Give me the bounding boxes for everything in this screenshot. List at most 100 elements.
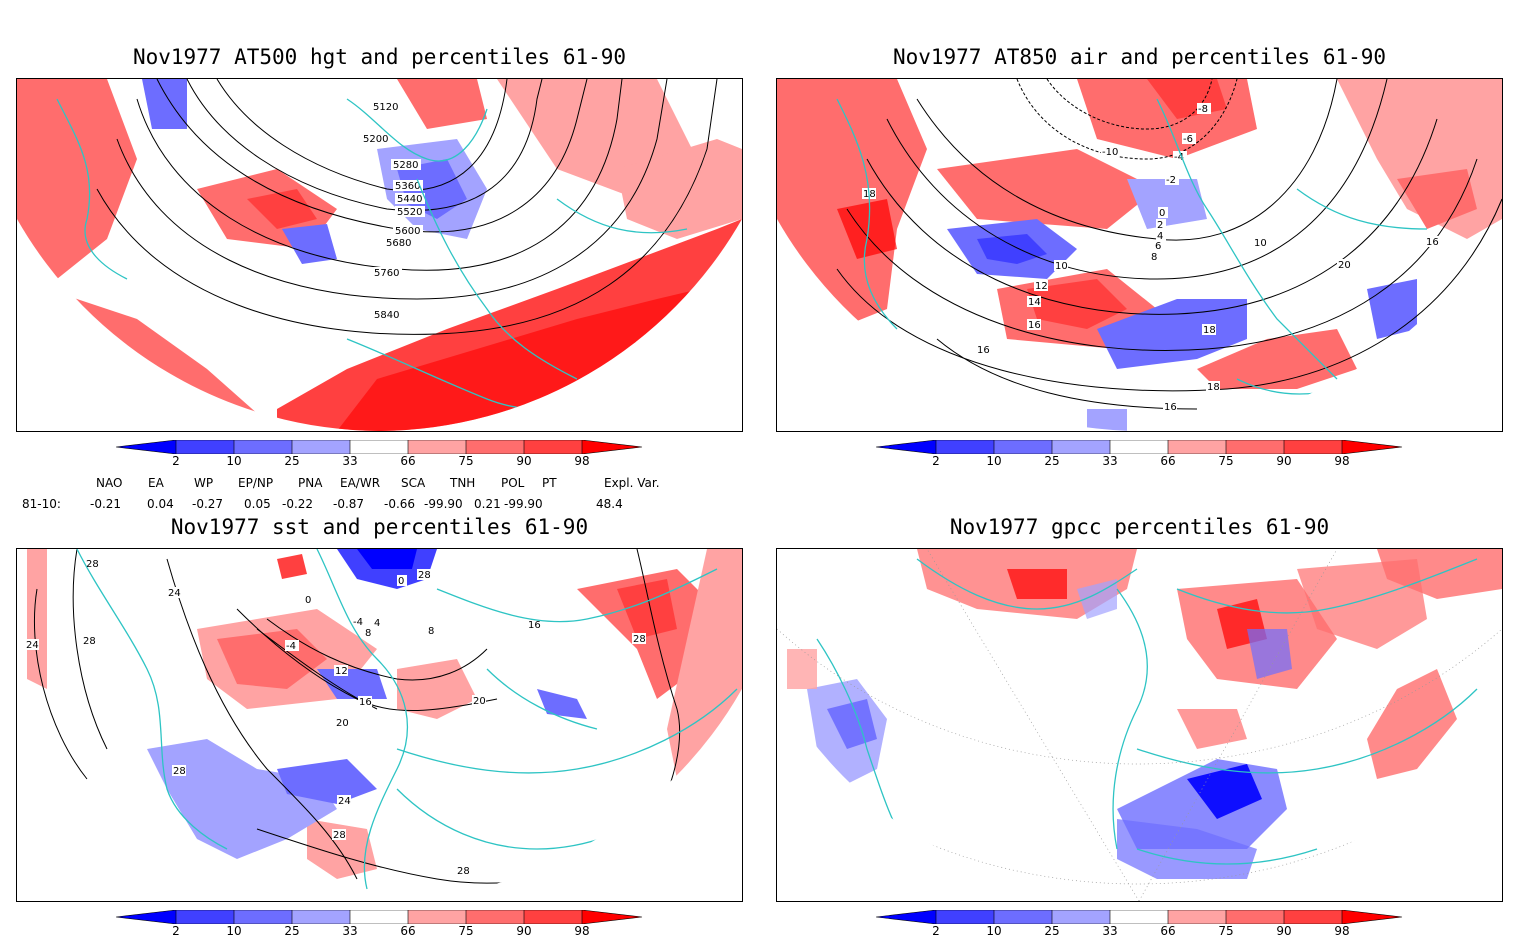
index-header: PNA [298, 476, 323, 490]
colorbar-label: 66 [400, 454, 416, 468]
index-header: POL [501, 476, 525, 490]
svg-text:6: 6 [1155, 241, 1161, 252]
svg-text:5120: 5120 [373, 102, 398, 113]
index-value: 0.05 [244, 497, 271, 511]
svg-text:18: 18 [1203, 325, 1216, 336]
colorbar-label: 2 [932, 454, 940, 468]
index-header: TNH [450, 476, 476, 490]
colorbar-label: 10 [986, 924, 1002, 938]
index-value: -99.90 [504, 497, 543, 511]
colorbar-label: 90 [516, 924, 532, 938]
index-value: 0.21 [474, 497, 501, 511]
contour-label: 14 [1027, 296, 1041, 308]
svg-text:20: 20 [336, 718, 349, 729]
svg-text:24: 24 [168, 588, 181, 599]
map-air850: -8 -6 -4 -2 -10 0 2 4 6 8 10 12 14 16 18… [777, 79, 1502, 431]
colorbar-label: 66 [1160, 924, 1176, 938]
svg-text:16: 16 [1028, 320, 1041, 331]
map-panel-gpcc [776, 548, 1503, 902]
index-value: -0.66 [384, 497, 416, 511]
index-header: EA [148, 476, 164, 490]
contour-label: 16 [358, 696, 372, 708]
contour-label: 0 [1158, 207, 1168, 219]
svg-text:8: 8 [365, 628, 371, 639]
svg-text:8: 8 [1151, 252, 1157, 263]
contour-label: 28 [417, 569, 431, 581]
contour-label: -10 [1101, 146, 1119, 158]
contour-label: 16 [1163, 401, 1177, 413]
colorbar-label: 2 [932, 924, 940, 938]
svg-text:28: 28 [333, 830, 346, 841]
index-header: EA/WR [340, 476, 381, 490]
svg-text:20: 20 [473, 696, 486, 707]
svg-text:5520: 5520 [397, 207, 422, 218]
svg-text:10: 10 [1254, 238, 1267, 249]
map-gpcc [777, 549, 1502, 901]
svg-text:-6: -6 [1183, 134, 1193, 145]
colorbar-label: 33 [1102, 924, 1118, 938]
colorbar-label: 25 [1044, 924, 1060, 938]
contour-label: 20 [335, 717, 349, 729]
svg-text:5840: 5840 [374, 310, 399, 321]
svg-text:24: 24 [26, 640, 39, 651]
svg-text:-4: -4 [353, 617, 363, 628]
svg-text:-4: -4 [286, 641, 296, 652]
svg-text:2: 2 [1157, 220, 1163, 231]
colorbar-label: 25 [1044, 454, 1060, 468]
svg-text:10: 10 [1055, 261, 1068, 272]
panel3-title: Nov1977 sst and percentiles 61-90 [170, 515, 589, 539]
index-value: -99.90 [424, 497, 463, 511]
panel4-title: Nov1977 gpcc percentiles 61-90 [949, 515, 1330, 539]
colorbar-label: 10 [986, 454, 1002, 468]
contour-label: 28 [332, 829, 346, 841]
contour-label: 18 [1202, 324, 1216, 336]
contour-label: 28 [85, 558, 99, 570]
colorbar-label: 33 [342, 454, 358, 468]
contour-label: 5520 [395, 206, 425, 218]
svg-text:0: 0 [398, 576, 404, 587]
contour-label: 24 [167, 587, 181, 599]
contour-label: -4 [285, 640, 299, 652]
index-value: 0.04 [147, 497, 174, 511]
contour-label: 20 [472, 695, 486, 707]
contour-label: 16 [1425, 236, 1439, 248]
svg-text:28: 28 [173, 766, 186, 777]
contour-label: -6 [1182, 133, 1196, 145]
svg-text:18: 18 [1207, 382, 1220, 393]
contour-label: 5280 [391, 159, 421, 171]
colorbar-top-left: 2 10 25 33 66 75 90 98 [116, 440, 646, 472]
contour-label: 5360 [393, 180, 423, 192]
contour-label: 5760 [372, 267, 402, 279]
svg-text:16: 16 [1164, 402, 1177, 413]
svg-text:4: 4 [1157, 231, 1163, 242]
index-header: EP/NP [238, 476, 274, 490]
svg-text:28: 28 [633, 634, 646, 645]
contour-label: 16 [527, 619, 541, 631]
svg-text:24: 24 [338, 796, 351, 807]
index-value: 48.4 [596, 497, 623, 511]
colorbar-label: 66 [1160, 454, 1176, 468]
colorbar-label: 10 [226, 454, 242, 468]
map-panel-sst: 28 24 28 24 0 0 -4 -4 8 4 12 16 20 20 24… [16, 548, 743, 902]
colorbar-label: 90 [1276, 924, 1292, 938]
contour-label: 0 [304, 594, 314, 606]
colorbar-label: 75 [1218, 924, 1234, 938]
contour-label: -8 [1197, 103, 1211, 115]
contour-label: 8 [1150, 251, 1160, 263]
contour-label: 5600 [393, 225, 423, 237]
contour-label: 10 [1054, 260, 1068, 272]
svg-text:5200: 5200 [363, 134, 388, 145]
index-value: -0.21 [90, 497, 122, 511]
svg-text:5440: 5440 [397, 194, 422, 205]
contour-label: 28 [632, 633, 646, 645]
colorbar-label: 98 [574, 454, 590, 468]
svg-text:28: 28 [83, 636, 96, 647]
colorbar-label: 2 [172, 924, 180, 938]
colorbar-label: 98 [1334, 924, 1350, 938]
index-header: SCA [401, 476, 426, 490]
svg-text:5360: 5360 [395, 181, 420, 192]
contour-label: 20 [1337, 259, 1351, 271]
svg-text:-4: -4 [1174, 152, 1184, 163]
svg-text:4: 4 [374, 618, 380, 629]
map-hgt500: 5120 5200 5280 5360 5440 5520 5600 5680 … [17, 79, 742, 431]
